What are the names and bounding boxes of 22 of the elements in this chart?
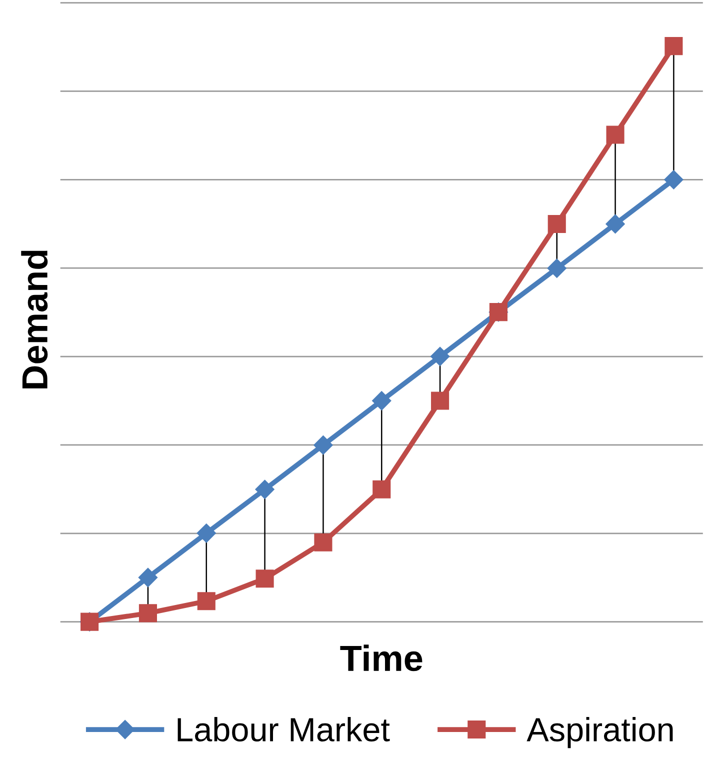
legend-label: Labour Market <box>178 717 390 742</box>
point <box>138 568 158 588</box>
point <box>548 214 566 233</box>
x-axis-title: Time <box>340 644 422 672</box>
legend-label: Aspiration <box>526 717 673 748</box>
point <box>664 37 683 56</box>
point <box>255 480 274 499</box>
point <box>314 436 333 455</box>
point <box>372 391 392 410</box>
point <box>314 533 332 552</box>
point <box>664 170 684 190</box>
y-axis-title: Demand <box>21 250 48 388</box>
point <box>430 346 450 366</box>
point <box>606 214 625 234</box>
point <box>547 258 566 278</box>
point <box>196 524 216 543</box>
point <box>138 604 157 622</box>
point <box>372 480 391 498</box>
point <box>256 570 274 588</box>
point <box>197 592 216 610</box>
point <box>431 392 450 410</box>
point <box>606 126 624 144</box>
